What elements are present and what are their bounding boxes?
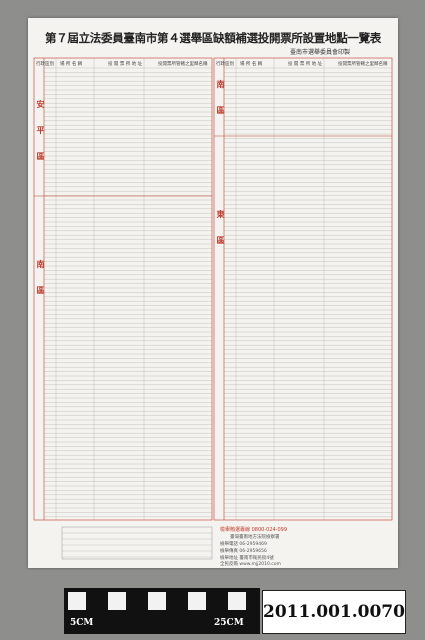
col-head: 投開票所管轄之里鄰名稱 xyxy=(338,62,388,67)
office: 臺灣臺南地方法院檢察署 xyxy=(230,535,280,540)
paper xyxy=(28,18,398,568)
website: 全民反賄 www.mjj2010.com xyxy=(220,562,281,567)
col-head: 行政區別 xyxy=(216,62,234,67)
hotline: 檢舉賄選專線 0800-024-099 xyxy=(220,527,288,533)
district: 安平區 xyxy=(36,100,45,178)
col-head: 場 所 名 稱 xyxy=(60,62,83,67)
col-head: 場 所 名 稱 xyxy=(240,62,263,67)
fax: 檢舉傳真 06-2959656 xyxy=(220,549,267,554)
right-table xyxy=(213,57,393,521)
address: 檢舉地址 臺南市衛民街4號 xyxy=(220,556,274,561)
notice-box xyxy=(61,526,213,560)
scale-label: 5CM xyxy=(70,618,94,628)
district: 東區 xyxy=(216,210,225,262)
title: 第７屆立法委員臺南市第４選舉區缺額補選投開票所設置地點一覽表 xyxy=(45,31,381,45)
accession-number: 2011.001.0070 xyxy=(262,590,406,634)
scale-bar: 5CM 25CM xyxy=(64,588,260,634)
col-head: 投 開 票 所 地 址 xyxy=(108,62,143,67)
scale-label: 25CM xyxy=(214,618,244,628)
phone: 檢舉電話 06-2959469 xyxy=(220,542,267,547)
district: 南區 xyxy=(36,260,45,312)
col-head: 投開票所管轄之里鄰名稱 xyxy=(158,62,208,67)
col-head: 行政區別 xyxy=(36,62,54,67)
issuer: 臺南市選舉委員會印製 xyxy=(290,49,351,56)
col-head: 投 開 票 所 地 址 xyxy=(288,62,323,67)
left-table xyxy=(33,57,213,521)
district: 南區 xyxy=(216,80,225,132)
